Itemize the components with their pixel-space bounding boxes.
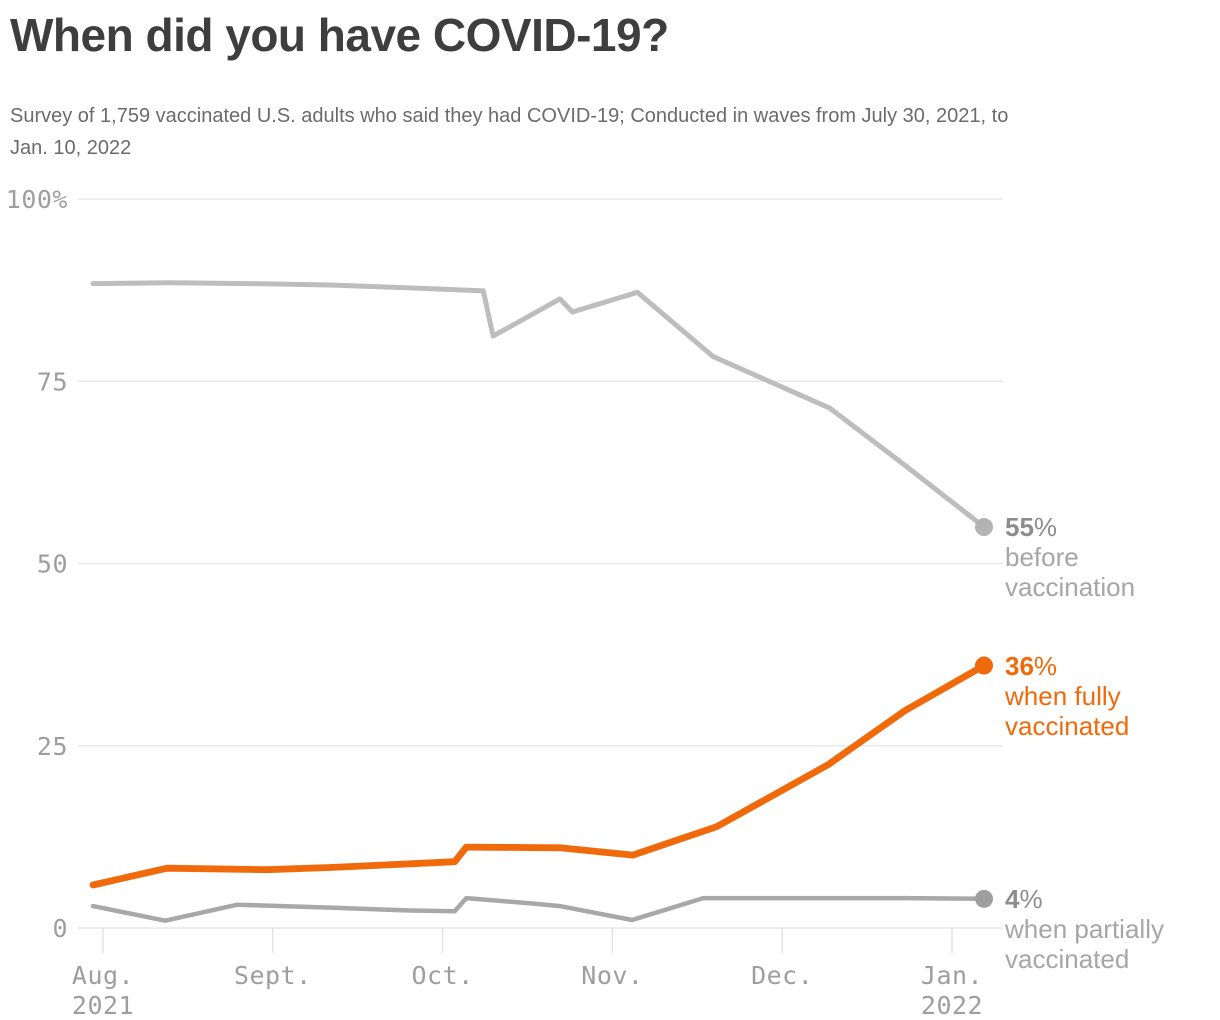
end-value: 55 xyxy=(1005,512,1034,543)
x-axis-tick-label: Sept. xyxy=(234,961,312,990)
end-value-unit: % xyxy=(1033,512,1058,543)
end-label-text: vaccinated xyxy=(1005,710,1130,741)
y-axis-tick-label: 50 xyxy=(37,550,68,579)
series-line-when-fully-vaccinated xyxy=(89,662,988,889)
x-axis-tick-label: Oct. xyxy=(411,961,473,990)
x-axis-tick-label: Nov. xyxy=(581,961,643,990)
end-dot-when-fully-vaccinated xyxy=(975,656,993,675)
chart-title: When did you have COVID-19? xyxy=(10,9,669,61)
x-axis-tick-label: Dec. xyxy=(751,961,813,990)
x-axis-tick-sublabel: 2021 xyxy=(72,991,134,1020)
end-label-before-vaccination: 55% before vaccination xyxy=(1005,512,1215,602)
end-label-text: when partially xyxy=(1005,913,1164,944)
x-axis-tick-sublabel: 2022 xyxy=(921,991,983,1020)
chart-subtitle-line-1: Survey of 1,759 vaccinated U.S. adults w… xyxy=(10,105,1009,127)
y-axis-tick-label: 75 xyxy=(37,367,68,396)
series-line-when-partially-vaccinated xyxy=(90,895,987,923)
end-dot-before-vaccination xyxy=(975,518,993,537)
end-value-unit: % xyxy=(1033,650,1058,681)
y-axis-tick-label: 100% xyxy=(6,185,68,214)
end-value-unit: % xyxy=(1019,883,1043,914)
y-axis-tick-label: 25 xyxy=(37,732,68,761)
end-label-text: when fully xyxy=(1005,680,1121,711)
x-axis-tick-label: Jan. xyxy=(921,961,983,990)
end-label-value-line: 55% xyxy=(1005,512,1215,542)
end-label-text: before xyxy=(1005,542,1079,573)
end-dot-when-partially-vaccinated xyxy=(975,889,993,908)
series-line-before-vaccination xyxy=(90,280,987,530)
end-label-value-line: 36% xyxy=(1005,651,1215,681)
end-value: 4 xyxy=(1005,883,1020,914)
end-value: 36 xyxy=(1005,650,1034,681)
end-label-when-partially-vaccinated: 4% when partially vaccinated xyxy=(1005,884,1215,974)
x-axis-tick-label: Aug. xyxy=(72,961,134,990)
end-label-when-fully-vaccinated: 36% when fully vaccinated xyxy=(1005,651,1215,741)
end-label-text: vaccinated xyxy=(1005,943,1130,974)
end-label-text: vaccination xyxy=(1005,572,1136,603)
chart-subtitle-line-2: Jan. 10, 2022 xyxy=(10,137,132,159)
chart-subtitle: Survey of 1,759 vaccinated U.S. adults w… xyxy=(10,100,1008,164)
y-axis-tick-label: 0 xyxy=(52,914,68,943)
end-label-value-line: 4% xyxy=(1005,884,1215,914)
